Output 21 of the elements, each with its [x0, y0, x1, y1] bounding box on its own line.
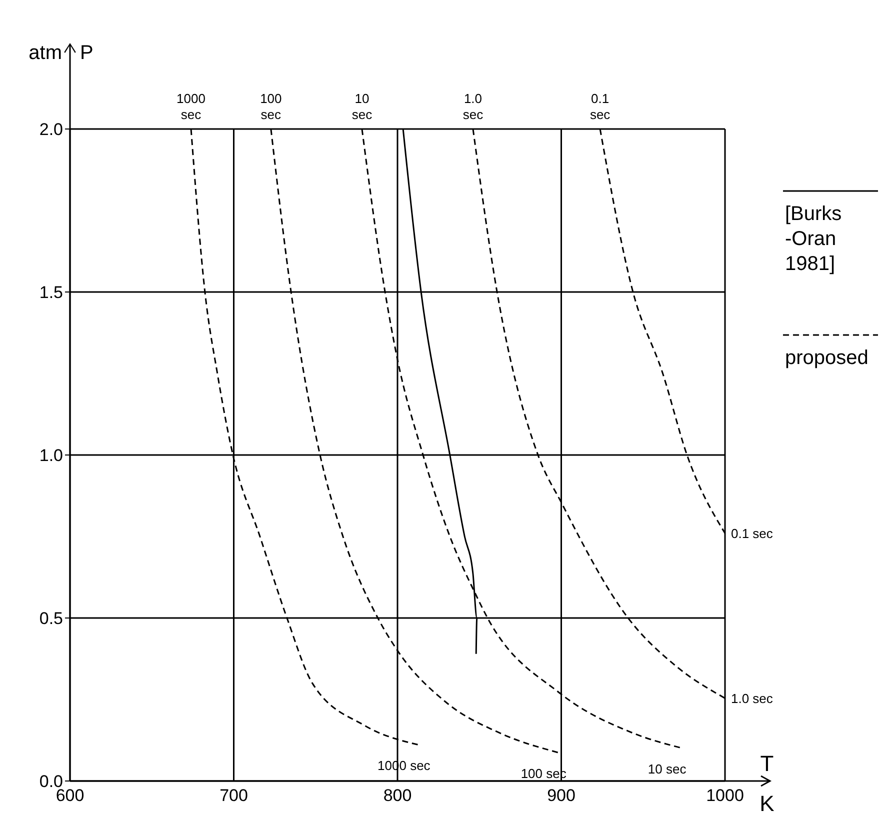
annotation: 10 sec	[352, 91, 373, 122]
legend-label: [Burks -Oran 1981]	[785, 202, 843, 277]
annotation: 10 sec	[648, 761, 687, 776]
legend-label: proposed	[785, 346, 870, 371]
y-tick-label: 0.5	[39, 609, 63, 628]
annotation: 1000 sec	[176, 91, 206, 122]
y-tick-label: 1.5	[39, 283, 63, 302]
x-tick-label: 900	[547, 786, 576, 806]
x-tick-label: 1000	[706, 786, 744, 806]
annotation: 100 sec	[260, 91, 282, 122]
annotation: 1.0 sec	[731, 691, 774, 706]
x-tick-label: 800	[383, 786, 412, 806]
x-tick-label: 600	[56, 786, 84, 806]
y-tick-label: 2.0	[39, 120, 63, 140]
y-tick-label: 1.0	[39, 446, 63, 466]
annotation: 1.0 sec	[462, 91, 484, 122]
annotation: 0.1 sec	[590, 91, 611, 122]
annotation: 0.1 sec	[731, 526, 774, 542]
y-axis-title: atm P	[28, 42, 94, 64]
x-tick-label: 700	[220, 786, 248, 806]
x-axis-title: T K	[760, 751, 775, 814]
